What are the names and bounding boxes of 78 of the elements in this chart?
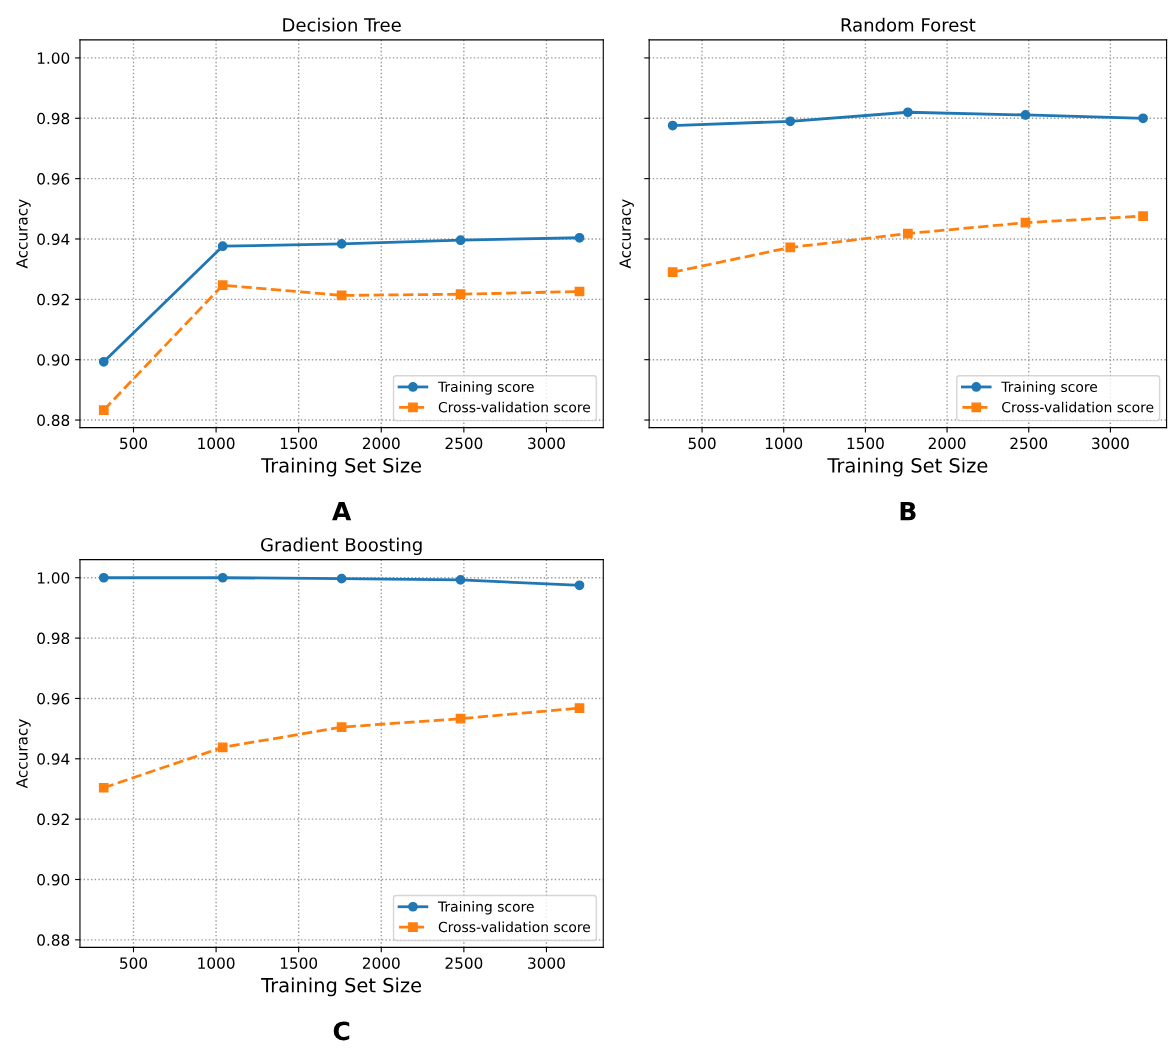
point <box>98 782 109 793</box>
point <box>98 356 109 367</box>
y-tick-label: 0.88 <box>37 414 70 427</box>
point <box>98 572 109 583</box>
legend-label: Cross-validation score <box>438 921 591 933</box>
x-tick-label: 500 <box>688 437 716 450</box>
y-tick-label: 0.94 <box>37 233 70 246</box>
point <box>574 703 585 713</box>
y-axis-title: Accuracy <box>16 719 31 789</box>
point <box>903 228 913 239</box>
point <box>217 742 228 753</box>
point <box>336 722 347 732</box>
point <box>785 242 796 253</box>
text: C <box>333 1021 350 1041</box>
x-tick-label: 3000 <box>1092 437 1129 450</box>
x-axis-title: Training Set Size <box>827 457 988 477</box>
x-tick-label: 2000 <box>362 957 400 969</box>
y-tick-label: 0.96 <box>37 173 70 185</box>
point <box>574 580 585 591</box>
point <box>455 235 466 246</box>
y-tick-label: 0.90 <box>37 354 70 366</box>
y-tick-label: 1.00 <box>37 572 70 584</box>
point <box>336 238 347 249</box>
x-tick-label: 2500 <box>1010 437 1048 450</box>
legend-label: Training score <box>437 901 534 915</box>
point <box>667 267 678 278</box>
point <box>785 116 796 127</box>
point <box>217 280 228 291</box>
point <box>455 574 466 585</box>
point <box>1020 217 1031 228</box>
x-tick-label: 2500 <box>445 437 483 450</box>
text: A <box>332 502 352 521</box>
chart-title: Random Forest <box>841 17 976 32</box>
point <box>1020 110 1031 120</box>
x-tick-label: 2500 <box>445 957 483 969</box>
point <box>574 232 585 243</box>
chart-title: Gradient Boosting <box>261 537 422 556</box>
x-tick-label: 500 <box>120 957 148 969</box>
point <box>903 107 913 118</box>
chart-title: Decision Tree <box>283 17 401 32</box>
x-tick-label: 1000 <box>198 437 235 450</box>
x-tick-label: 1500 <box>847 437 884 450</box>
x-axis-title: Training Set Size <box>261 457 422 477</box>
point <box>1138 113 1148 124</box>
x-tick-label: 3000 <box>528 437 565 450</box>
y-tick-label: 0.96 <box>37 692 70 705</box>
y-axis-title: Accuracy <box>16 199 31 269</box>
x-tick-label: 1500 <box>280 957 318 969</box>
x-tick-label: 1500 <box>280 437 318 450</box>
point <box>1138 211 1148 221</box>
x-tick-label: 500 <box>120 437 148 450</box>
y-axis-title: Accuracy <box>619 199 634 269</box>
x-tick-label: 1000 <box>765 437 803 450</box>
x-tick-label: 2000 <box>928 437 966 450</box>
y-tick-label: 0.90 <box>37 873 70 886</box>
point <box>217 572 228 583</box>
point <box>455 289 466 300</box>
point <box>667 120 678 131</box>
y-tick-label: 0.98 <box>37 632 70 645</box>
y-tick-label: 0.92 <box>37 813 69 826</box>
y-tick-label: 0.94 <box>37 753 70 765</box>
y-tick-label: 0.92 <box>37 293 69 306</box>
y-tick-label: 0.98 <box>37 112 70 125</box>
legend-label: Cross-validation score <box>1002 401 1154 413</box>
legend-label: Training score <box>437 381 534 395</box>
y-tick-label: 0.88 <box>37 934 70 946</box>
x-tick-label: 2000 <box>362 437 400 450</box>
y-tick-label: 1.00 <box>37 52 70 64</box>
legend-label: Training score <box>1001 381 1098 395</box>
legend-label: Cross-validation score <box>438 401 591 413</box>
x-tick-label: 1000 <box>198 957 235 969</box>
point <box>336 573 347 584</box>
point <box>98 405 109 415</box>
text: B <box>900 502 916 521</box>
x-tick-label: 3000 <box>528 957 565 969</box>
point <box>217 241 228 252</box>
point <box>455 713 466 724</box>
x-axis-title: Training Set Size <box>261 977 422 997</box>
